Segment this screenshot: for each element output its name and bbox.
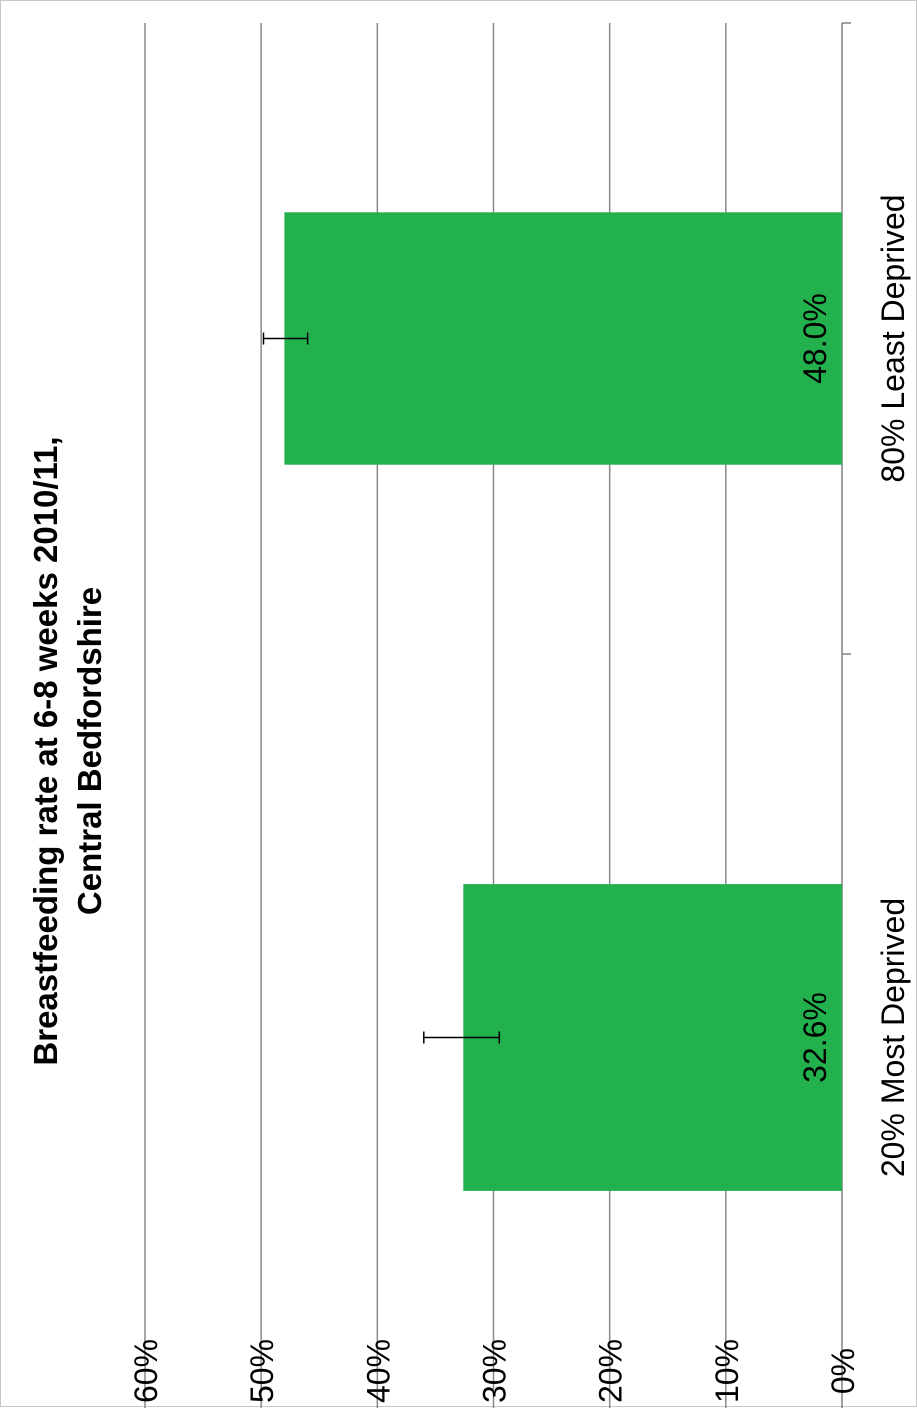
data-label: 48.0% [797, 293, 833, 384]
data-labels: 32.6% 48.0% [797, 293, 833, 1083]
data-label: 32.6% [797, 992, 833, 1083]
error-bars [262, 332, 501, 1044]
category-label: 80% Least Deprived [875, 194, 911, 482]
value-tick-label: 20% [593, 1339, 629, 1403]
bars [284, 212, 842, 1191]
chart-title: Breastfeeding rate at 6-8 weeks 2010/11,… [27, 436, 108, 1065]
category-label: 20% Most Deprived [875, 898, 911, 1177]
value-axis-tick-labels: 0% 10% 20% 30% 40% 50% 60% [128, 1339, 861, 1403]
bar [463, 884, 842, 1191]
value-tick-label: 30% [477, 1339, 513, 1403]
bar [284, 212, 842, 465]
chart-title-line-2: Central Bedfordshire [71, 587, 108, 915]
value-tick-label: 10% [709, 1339, 745, 1403]
category-axis-labels: 20% Most Deprived 80% Least Deprived [875, 194, 911, 1177]
chart-title-line-1: Breastfeeding rate at 6-8 weeks 2010/11, [27, 436, 64, 1065]
value-tick-label: 60% [128, 1339, 164, 1403]
value-tick-label: 40% [360, 1339, 396, 1403]
value-tick-label: 0% [825, 1348, 861, 1394]
value-tick-label: 50% [244, 1339, 280, 1403]
